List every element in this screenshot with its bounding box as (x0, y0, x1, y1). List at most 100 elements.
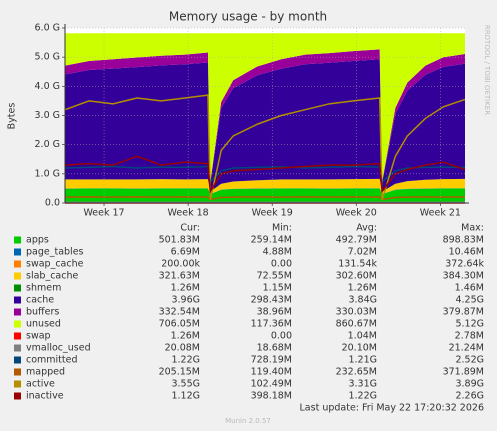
legend-stat: 10.46M (449, 247, 484, 258)
legend-stat: 3.96G (171, 295, 200, 306)
line-series (64, 155, 466, 194)
legend-header: Avg: (356, 223, 377, 234)
legend-stat: 200.00k (161, 259, 200, 270)
legend-stat: 21.24M (449, 343, 484, 354)
x-tick-label: Week 18 (168, 208, 209, 219)
legend-stat: 1.22G (171, 355, 200, 366)
area-series (65, 33, 465, 182)
legend-stat: 1.21G (348, 355, 377, 366)
legend-stat: 1.46M (455, 283, 484, 294)
legend-stat: 898.83M (443, 235, 484, 246)
legend-stat: 102.49M (251, 379, 292, 390)
y-axis-label: Bytes (7, 103, 18, 130)
legend-stat: 706.05M (159, 319, 200, 330)
legend-stat: 2.52G (455, 355, 484, 366)
legend-stat: 332.54M (159, 307, 200, 318)
legend-stat: 6.69M (171, 247, 200, 258)
legend-swatch (14, 284, 21, 292)
legend-label: unused (26, 319, 61, 330)
legend-stat: 379.87M (443, 307, 484, 318)
y-tick-label: 5.0 G (35, 52, 61, 63)
legend-stat: 2.26G (455, 391, 484, 402)
legend-stat: 119.40M (251, 367, 292, 378)
legend-swatch (14, 308, 21, 316)
legend-label: cache (26, 295, 54, 306)
y-tick-label: 6.0 G (35, 23, 61, 34)
legend-stat: 1.12G (171, 391, 200, 402)
legend-label: apps (26, 235, 49, 246)
legend-stat: 20.08M (165, 343, 200, 354)
legend-stat: 860.67M (336, 319, 377, 330)
legend-swatch (14, 368, 21, 376)
legend-header: Max: (461, 223, 484, 234)
legend-stat: 384.30M (443, 271, 484, 282)
legend-swatch (14, 260, 21, 268)
legend-label: page_tables (26, 247, 84, 258)
area-series (65, 49, 465, 183)
line-series (64, 165, 466, 184)
legend-stat: 3.84G (348, 295, 377, 306)
legend-stat: 259.14M (251, 235, 292, 246)
legend-label: committed (26, 355, 78, 366)
legend-stat: 501.83M (159, 235, 200, 246)
legend-stat: 205.15M (159, 367, 200, 378)
footer: Last update: Fri May 22 17:20:32 2026 (300, 403, 484, 414)
legend-stat: 1.26M (348, 283, 377, 294)
y-tick-label: 1.0 G (35, 168, 61, 179)
legend-stat: 1.26M (171, 283, 200, 294)
legend-stat: 3.31G (348, 379, 377, 390)
legend-stat: 131.54k (338, 259, 377, 270)
legend-stat: 4.25G (455, 295, 484, 306)
legend-swatch (14, 296, 21, 304)
legend-label: mapped (26, 367, 65, 378)
legend-swatch (14, 236, 21, 244)
legend-label: inactive (26, 391, 64, 402)
area-series (65, 59, 465, 192)
legend-swatch (14, 380, 21, 388)
legend-stat: 18.68M (257, 343, 292, 354)
legend-stat: 3.55G (171, 379, 200, 390)
legend-swatch (14, 320, 21, 328)
legend-label: swap (26, 331, 51, 342)
legend-label: buffers (26, 307, 59, 318)
legend-stat: 1.04M (348, 331, 377, 342)
legend-swatch (14, 248, 21, 256)
area-series (65, 188, 465, 203)
legend-swatch (14, 392, 21, 400)
y-tick-label: 4.0 G (35, 81, 61, 92)
line-series (64, 196, 466, 201)
y-tick-label: 2.0 G (35, 139, 61, 150)
legend-stat: 492.79M (336, 235, 377, 246)
legend-label: slab_cache (26, 271, 78, 282)
legend-swatch (14, 344, 21, 352)
legend-stat: 371.89M (443, 367, 484, 378)
legend-stat: 0.00 (271, 331, 292, 342)
legend-label: shmem (26, 283, 61, 294)
legend-stat: 72.55M (257, 271, 292, 282)
legend-swatch (14, 272, 21, 280)
legend-header: Cur: (180, 223, 200, 234)
legend-stat: 298.43M (251, 295, 292, 306)
legend-swatch (14, 332, 21, 340)
legend-label: vmalloc_used (26, 343, 91, 354)
legend-stat: 1.26M (171, 331, 200, 342)
line-series (64, 94, 466, 201)
legend-stat: 1.22G (348, 391, 377, 402)
y-tick-label: 0.0 (45, 198, 60, 209)
legend-stat: 7.02M (348, 247, 377, 258)
area-series (65, 178, 465, 195)
x-tick-label: Week 17 (83, 208, 124, 219)
legend-stat: 4.88M (263, 247, 292, 258)
legend-stat: 20.10M (342, 343, 377, 354)
legend-stat: 1.15M (263, 283, 292, 294)
version: Munin 2.0.57 (225, 417, 271, 425)
legend-stat: 117.36M (251, 319, 292, 330)
legend-stat: 38.96M (257, 307, 292, 318)
legend-stat: 3.89G (455, 379, 484, 390)
legend-stat: 321.63M (159, 271, 200, 282)
legend-label: swap_cache (26, 259, 84, 270)
x-tick-label: Week 19 (252, 208, 293, 219)
legend-stat: 0.00 (271, 259, 292, 270)
legend-stat: 372.64k (445, 259, 484, 270)
